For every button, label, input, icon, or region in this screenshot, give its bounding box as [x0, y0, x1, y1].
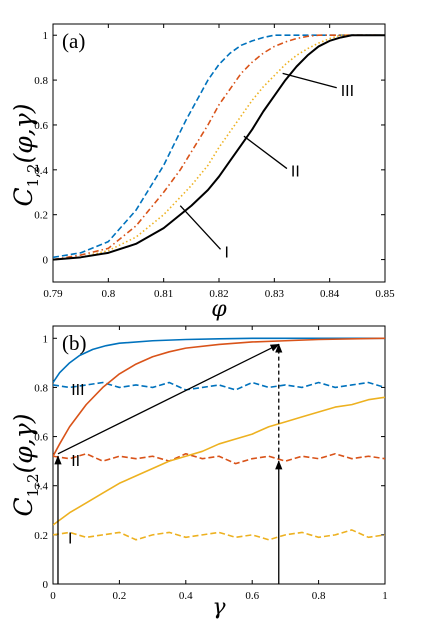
y-tick-label: 0.6: [34, 120, 48, 132]
ylabel-main: C: [9, 497, 38, 516]
axes-box: [52, 23, 386, 283]
x-tick-label: 0.8: [312, 590, 326, 602]
x-tick-label: 0: [50, 590, 56, 602]
x-tick-label: 0.8: [101, 288, 115, 300]
series-line-1: [53, 337, 385, 383]
series-group: [53, 34, 385, 261]
svg-text:C1,2(φ,γ): C1,2(φ,γ): [9, 414, 42, 517]
annotation-label: III: [341, 82, 354, 100]
panel-label: (b): [62, 331, 87, 355]
annotation-leader: [243, 135, 288, 170]
y-tick-label: 0.4: [34, 165, 48, 177]
x-tick-label: 0.81: [154, 288, 173, 300]
y-tick-label: 0: [43, 255, 49, 267]
y-tick-label: 0.8: [34, 75, 48, 87]
y-tick-label: 0.2: [34, 210, 48, 222]
ylabel-args: (φ,γ): [9, 414, 38, 474]
series-line-3: [53, 34, 385, 261]
annotation-label: I: [225, 243, 229, 261]
y-tick-label: 0: [43, 579, 49, 591]
annotation-label: II: [291, 163, 300, 181]
ylabel-b: C1,2(φ,γ): [9, 414, 42, 517]
y-tick-label: 0.8: [34, 382, 48, 394]
annotation-label: I: [68, 529, 72, 547]
x-tick-label: 0.85: [375, 288, 395, 300]
x-tick-label: 0.82: [209, 288, 228, 300]
axes-box: [52, 325, 386, 585]
y-tick-label: 1: [43, 333, 49, 345]
y-tick-label: 1: [43, 30, 49, 42]
arrow-2: [57, 343, 280, 455]
series-line-2: [53, 34, 385, 261]
series-line-2: [53, 381, 385, 391]
svg-text:C1,2(φ,γ): C1,2(φ,γ): [9, 104, 42, 207]
y-tick-label: 0.4: [34, 481, 48, 493]
series-line-6: [53, 529, 385, 541]
series-line-4: [53, 452, 385, 465]
annotation-label: III: [71, 381, 84, 399]
ylabel-args: (φ,γ): [9, 104, 38, 164]
series-line-4: [53, 34, 385, 261]
panel-label: (a): [62, 29, 85, 53]
annotation-label: II: [71, 452, 80, 470]
series-line-3: [53, 337, 385, 457]
x-tick-label: 0.2: [113, 590, 127, 602]
panel-a: 0.79 0.8 0.81 0.82 0.83 0.84 0.8500.20.40.60.8…: [34, 23, 395, 322]
x-axis-label: φ: [211, 297, 227, 322]
x-tick-label: 0.83: [265, 288, 285, 300]
annotation-leader: [282, 72, 337, 89]
series-line-1: [53, 34, 385, 259]
annotation-leader: [179, 205, 222, 250]
series-group: [53, 337, 385, 541]
x-tick-label: 0.6: [245, 590, 259, 602]
ylabel-a: C1,2(φ,γ): [9, 104, 42, 207]
x-tick-label: 0.4: [179, 590, 193, 602]
x-tick-label: 0.79: [43, 288, 63, 300]
y-tick-label: 0.2: [34, 530, 48, 542]
ylabel-sub: 1,2: [24, 473, 42, 497]
ylabel-sub: 1,2: [24, 163, 42, 187]
x-tick-label: 0.84: [320, 288, 340, 300]
series-line-5: [53, 396, 385, 526]
x-axis-label: γ: [212, 595, 226, 620]
x-tick-label: 1: [382, 590, 388, 602]
y-tick-label: 0.6: [34, 432, 48, 444]
ylabel-main: C: [9, 187, 38, 206]
